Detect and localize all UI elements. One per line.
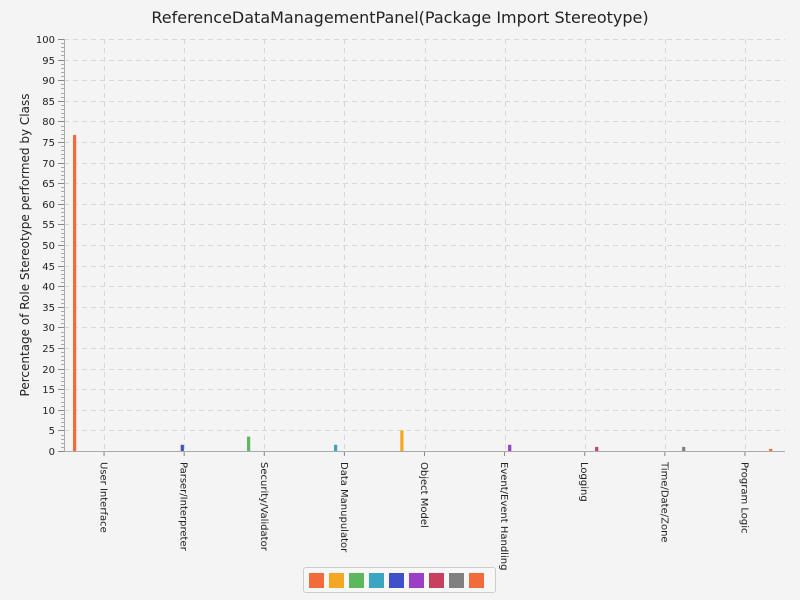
x-tick-label: Time/Date/Zone <box>658 461 669 543</box>
y-tick-label: 40 <box>42 282 55 293</box>
y-tick-label: 80 <box>42 117 55 128</box>
legend-swatch[interactable] <box>429 572 444 588</box>
legend-swatch[interactable] <box>409 572 424 588</box>
x-tick-label: User Interface <box>98 462 109 533</box>
y-tick-label: 25 <box>42 344 55 355</box>
x-tick-label: Security/Validator <box>258 462 269 552</box>
x-tick-label: Program Logic <box>738 462 749 534</box>
grid <box>64 39 785 451</box>
y-tick-label: 70 <box>42 159 55 170</box>
bar <box>508 444 512 451</box>
bar <box>247 436 251 451</box>
x-tick-label: Logging <box>578 462 589 502</box>
legend-swatch[interactable] <box>469 572 484 588</box>
y-tick-label: 50 <box>42 241 55 252</box>
y-tick-label: 90 <box>42 76 55 87</box>
y-tick-label: 0 <box>49 447 55 458</box>
y-axis-label: Percentage of Role Stereotype performed … <box>18 94 32 397</box>
bar <box>769 448 773 451</box>
bar <box>180 444 184 451</box>
bar <box>682 446 686 451</box>
legend-swatch[interactable] <box>349 572 364 588</box>
y-tick-label: 100 <box>36 35 55 46</box>
bar <box>595 446 599 451</box>
y-tick-label: 35 <box>42 303 55 314</box>
y-tick-label: 85 <box>42 97 55 108</box>
x-tick-label: Parser/Interpreter <box>178 462 189 552</box>
y-tick-label: 30 <box>42 323 55 334</box>
y-tick-label: 10 <box>42 406 55 417</box>
bar <box>400 430 404 451</box>
legend-swatch[interactable] <box>449 572 464 588</box>
y-tick-label: 60 <box>42 200 55 211</box>
x-tick-label: Event/Event Handling <box>498 462 509 570</box>
bar <box>73 135 77 451</box>
y-tick-label: 45 <box>42 262 55 273</box>
legend-swatch[interactable] <box>389 572 404 588</box>
y-tick-label: 15 <box>42 385 55 396</box>
legend-swatch[interactable] <box>309 572 324 588</box>
bars <box>73 135 773 451</box>
y-tick-label: 95 <box>42 56 55 67</box>
legend-swatch[interactable] <box>369 572 384 588</box>
y-tick-label: 75 <box>42 138 55 149</box>
legend-swatch[interactable] <box>329 572 344 588</box>
legend <box>303 567 496 593</box>
chart-title: ReferenceDataManagementPanel(Package Imp… <box>151 8 648 27</box>
y-tick-label: 65 <box>42 179 55 190</box>
x-tick-label: Data Manupulator <box>338 462 349 553</box>
y-axis-ticks: 0 5 10 15 20 25 30 35 40 45 50 55 60 65 70 75 80 85 90 95 10… <box>36 35 64 458</box>
y-tick-label: 55 <box>42 220 55 231</box>
x-axis-ticks: User Interface Parser/Interpreter Security… <box>98 451 749 570</box>
y-tick-label: 5 <box>49 426 55 437</box>
bar <box>334 444 338 451</box>
y-tick-label: 20 <box>42 365 55 376</box>
x-tick-label: Object Model <box>418 462 429 528</box>
